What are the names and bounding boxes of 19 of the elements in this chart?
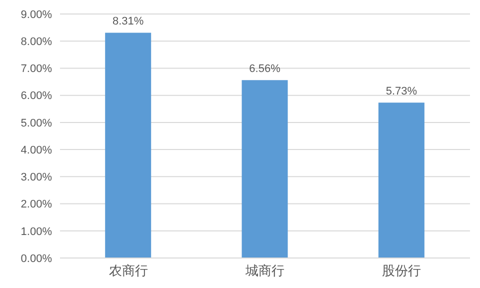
y-tick-label: 6.00% [20,90,52,102]
bar [378,102,424,258]
x-tick-label: 城商行 [244,263,284,278]
y-tick-label: 1.00% [20,226,52,238]
data-label: 8.31% [112,16,144,28]
x-tick-label: 农商行 [108,263,148,278]
y-tick-label: 2.00% [20,198,52,211]
y-tick-label: 0.00% [20,252,52,265]
y-tick-label: 3.00% [20,172,52,184]
y-tick-label: 8.00% [20,36,52,48]
y-tick-label: 9.00% [20,8,52,21]
y-tick-label: 5.00% [20,117,52,130]
bar [105,32,152,258]
data-label: 6.56% [249,63,281,76]
y-tick-label: 7.00% [20,63,52,76]
x-tick-label: 股份行 [382,263,422,278]
y-tick-label: 4.00% [20,144,52,156]
bar [242,80,288,258]
data-label: 5.73% [386,86,418,98]
